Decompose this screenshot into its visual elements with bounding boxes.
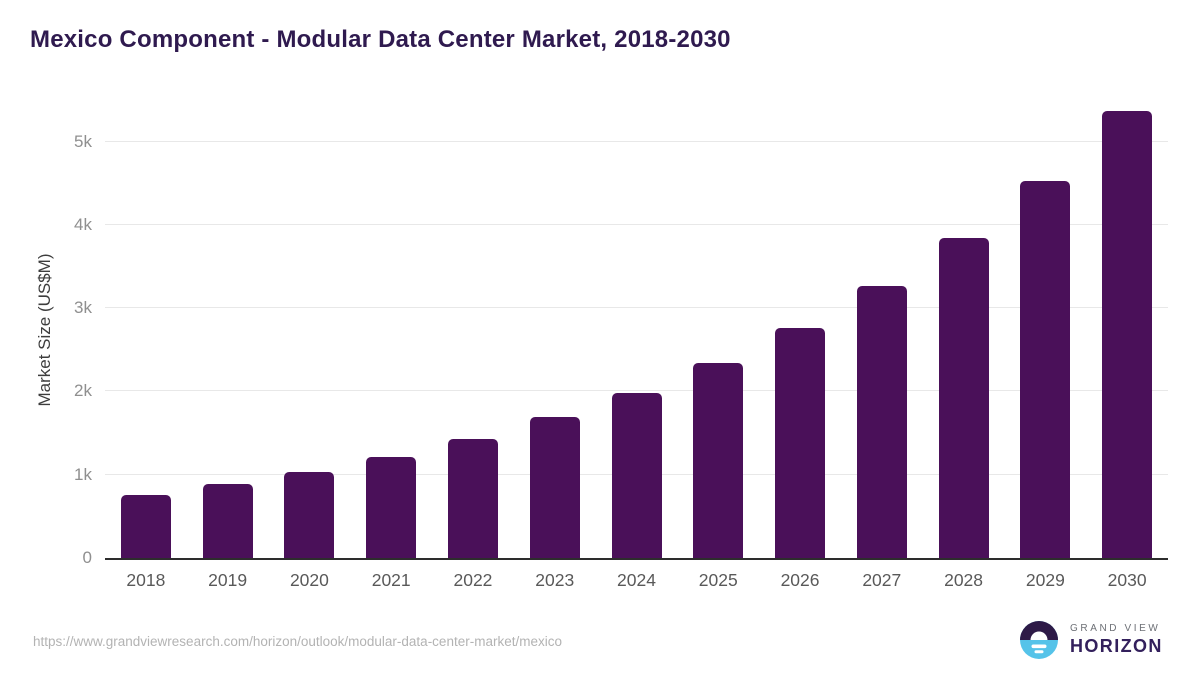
y-tick-label-4k: 4k [74,214,92,234]
logo-brand-name: GRAND VIEW [1070,623,1161,634]
bar-2019[interactable] [202,483,253,558]
x-tick-label-2026: 2026 [780,570,820,590]
bar-2022[interactable] [447,438,498,558]
y-tick-label-1k: 1k [74,464,92,484]
bar-2026[interactable] [775,327,826,558]
x-tick-label-2018: 2018 [126,570,166,590]
bar-2030[interactable] [1102,111,1153,558]
bar-2025[interactable] [693,362,744,558]
gridline-5k [105,140,1168,142]
gridline-4k [105,223,1168,225]
x-tick-label-2024: 2024 [617,570,656,590]
bar-2029[interactable] [1020,180,1071,558]
y-tick-label-2k: 2k [74,381,92,401]
y-tick-label-3k: 3k [74,298,92,318]
grand-view-horizon-logo: GRAND VIEW HORIZON [1020,621,1163,659]
bar-2018[interactable] [120,495,171,558]
x-tick-label-2027: 2027 [862,570,902,590]
source-url-link[interactable]: https://www.grandviewresearch.com/horizo… [33,634,562,649]
x-tick-label-2029: 2029 [1025,570,1065,590]
x-tick-label-2021: 2021 [371,570,411,590]
x-tick-label-2022: 2022 [453,570,493,590]
x-tick-label-2028: 2028 [944,570,984,590]
bar-2024[interactable] [611,392,662,558]
bar-2023[interactable] [529,416,580,558]
bar-2021[interactable] [366,457,417,558]
bar-2028[interactable] [938,237,989,558]
x-tick-label-2030: 2030 [1107,570,1147,590]
y-tick-label-0: 0 [82,548,92,567]
gridline-2k [105,390,1168,392]
x-tick-label-2019: 2019 [208,570,248,590]
bar-2020[interactable] [284,471,335,558]
bar-chart: 0 1k 2k 3k 4k 5k 2018 2019 2020 2021 2022 2023 2024 2… [74,100,1168,590]
page-title: Mexico Component - Modular Data Center M… [30,26,731,53]
y-tick-label-5k: 5k [74,131,92,151]
bar-2027[interactable] [856,286,907,558]
horizon-sunrise-icon [1020,621,1058,659]
x-tick-label-2025: 2025 [698,570,738,590]
logo-text: GRAND VIEW HORIZON [1070,623,1163,657]
logo-product-name: HORIZON [1070,636,1163,656]
x-tick-label-2023: 2023 [535,570,575,590]
gridline-3k [105,307,1168,309]
x-tick-label-2020: 2020 [289,570,329,590]
